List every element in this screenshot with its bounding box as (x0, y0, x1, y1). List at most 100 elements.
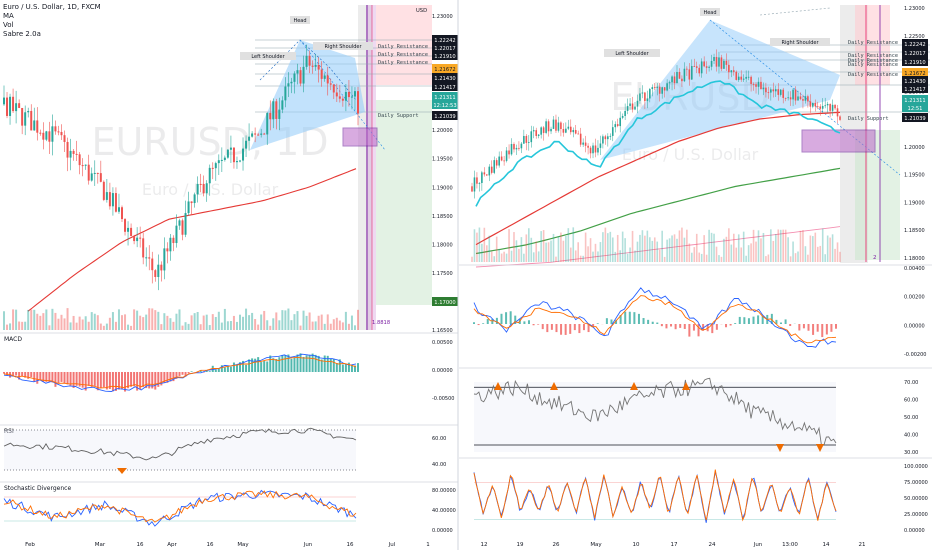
right-macd-histogram-bar (523, 321, 526, 324)
right-macd-histogram-bar (780, 322, 783, 324)
left-volume-bar (78, 316, 81, 330)
left-macd-histogram-bar (287, 354, 290, 372)
left-macd-histogram-bar (329, 358, 332, 372)
left-candle (272, 101, 275, 120)
right-candle (666, 83, 668, 91)
right-candle (819, 106, 822, 109)
left-macd-histogram-bar (48, 372, 51, 382)
right-volume-bar (728, 228, 730, 262)
left-price-axis-label: 1.20000 (432, 128, 453, 134)
right-candle (728, 64, 730, 73)
left-volume-bar (3, 311, 5, 330)
left-price-axis-label: 1.18500 (432, 214, 453, 220)
left-time-label: 16 (347, 542, 354, 548)
right-volume-bar (792, 241, 794, 262)
left-volume-bar (130, 325, 133, 330)
right-volume-bar (742, 231, 745, 262)
indicator-sabre[interactable]: Sabre 2.0a (3, 30, 41, 38)
left-candle (299, 70, 302, 84)
indicator-ma[interactable]: MA (3, 12, 14, 20)
left-volume-bar (18, 321, 21, 330)
right-macd-histogram-bar (555, 324, 558, 333)
left-candle (154, 270, 157, 277)
right-rsi-overbought-marker (682, 382, 690, 390)
left-candle (284, 86, 287, 101)
left-volume-bar (39, 315, 42, 330)
right-candle (629, 103, 631, 107)
left-candle (248, 136, 251, 141)
left-volume-bar (172, 321, 175, 330)
left-volume-bar (163, 313, 166, 330)
left-candle (278, 109, 281, 119)
left-volume-bar (148, 308, 151, 330)
right-candle (611, 127, 614, 136)
right-trend-line (759, 7, 831, 16)
right-macd-histogram-bar (592, 324, 595, 328)
left-macd-histogram-bar (284, 355, 287, 372)
right-volume-bar (619, 250, 621, 262)
left-candle (90, 173, 93, 181)
left-candle (160, 264, 163, 271)
left-macd-histogram-bar (81, 372, 84, 388)
left-candle (293, 73, 296, 82)
left-rsi-title: RSI (4, 428, 14, 435)
right-candle (493, 160, 496, 173)
left-candle (205, 183, 208, 194)
left-macd-histogram-bar (205, 370, 208, 372)
right-candle (555, 119, 557, 131)
left-candle (305, 55, 308, 67)
chart-legend: Euro / U.S. Dollar, 1D, FXCM MA Vol Sabr… (3, 3, 101, 39)
right-macd-histogram-bar (816, 324, 819, 332)
left-price-tag: 1.17000 (434, 300, 455, 306)
right-volume-bar (636, 241, 639, 262)
left-volume-bar (242, 316, 245, 330)
left-macd-histogram-bar (18, 372, 21, 380)
right-volume-bar (673, 234, 676, 262)
right-volume-bar (584, 232, 587, 262)
indicator-vol[interactable]: Vol (3, 21, 14, 29)
left-macd-histogram-bar (299, 353, 302, 372)
left-candle (51, 126, 54, 142)
right-candle (730, 70, 733, 73)
right-candle (792, 89, 794, 100)
right-volume-bar (634, 250, 636, 262)
right-candle (653, 87, 656, 88)
right-volume-bar (505, 253, 508, 262)
right-volume-bar (545, 242, 547, 262)
right-candle (772, 89, 775, 92)
right-candle (490, 166, 493, 173)
right-volume-bar (560, 232, 562, 262)
left-candle (175, 225, 178, 244)
left-candle (130, 227, 133, 237)
right-volume-bar (653, 237, 656, 262)
right-candle (802, 99, 804, 101)
left-candle (99, 173, 102, 182)
right-macd-histogram-bar (486, 319, 489, 324)
left-candle (157, 264, 160, 277)
right-macd-histogram-bar (830, 324, 833, 332)
right-price-axis-label: 1.18000 (904, 256, 925, 262)
right-macd-histogram-bar (683, 324, 686, 329)
left-volume-bar (151, 308, 154, 330)
left-candle (357, 91, 359, 114)
right-candle (478, 182, 481, 184)
left-macd-histogram-bar (111, 372, 114, 392)
left-price-tag-bg (432, 43, 458, 52)
left-hs-wedge (250, 40, 365, 150)
right-volume-bar (646, 230, 649, 262)
left-volume-bar (293, 314, 296, 330)
right-volume-bar (486, 245, 488, 262)
right-volume-bar (693, 247, 696, 262)
right-volume-bar (473, 229, 476, 262)
left-price-tag: 1.22017 (434, 46, 455, 52)
left-macd-signal-line (3, 356, 357, 389)
right-price-tag: 1.21039 (904, 116, 925, 122)
left-candle (269, 112, 272, 120)
right-candle (807, 96, 809, 102)
left-candle (21, 107, 24, 126)
left-volume-bar (299, 325, 302, 330)
left-macd-histogram-bar (181, 372, 184, 375)
left-price-tag-bg (432, 111, 458, 120)
right-candle (532, 130, 535, 132)
